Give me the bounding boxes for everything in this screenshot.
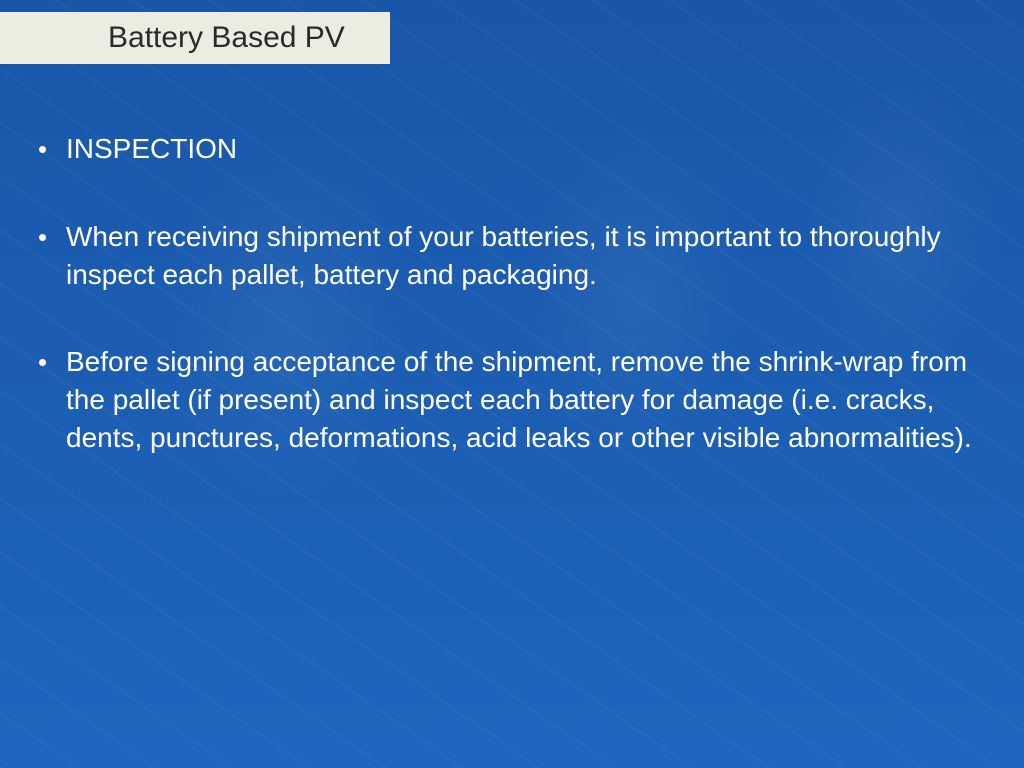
slide-body: • INSPECTION • When receiving shipment o… <box>38 130 984 457</box>
bullet-icon: • <box>38 343 66 380</box>
bullet-text: INSPECTION <box>66 130 984 168</box>
bullet-icon: • <box>38 130 66 167</box>
bullet-item: • Before signing acceptance of the shipm… <box>38 343 984 456</box>
title-bar: Battery Based PV <box>0 12 390 64</box>
bullet-icon: • <box>38 218 66 255</box>
bullet-text: Before signing acceptance of the shipmen… <box>66 343 984 456</box>
bullet-item: • When receiving shipment of your batter… <box>38 218 984 294</box>
bullet-item: • INSPECTION <box>38 130 984 168</box>
bullet-text: When receiving shipment of your batterie… <box>66 218 984 294</box>
slide-title: Battery Based PV <box>108 21 345 55</box>
